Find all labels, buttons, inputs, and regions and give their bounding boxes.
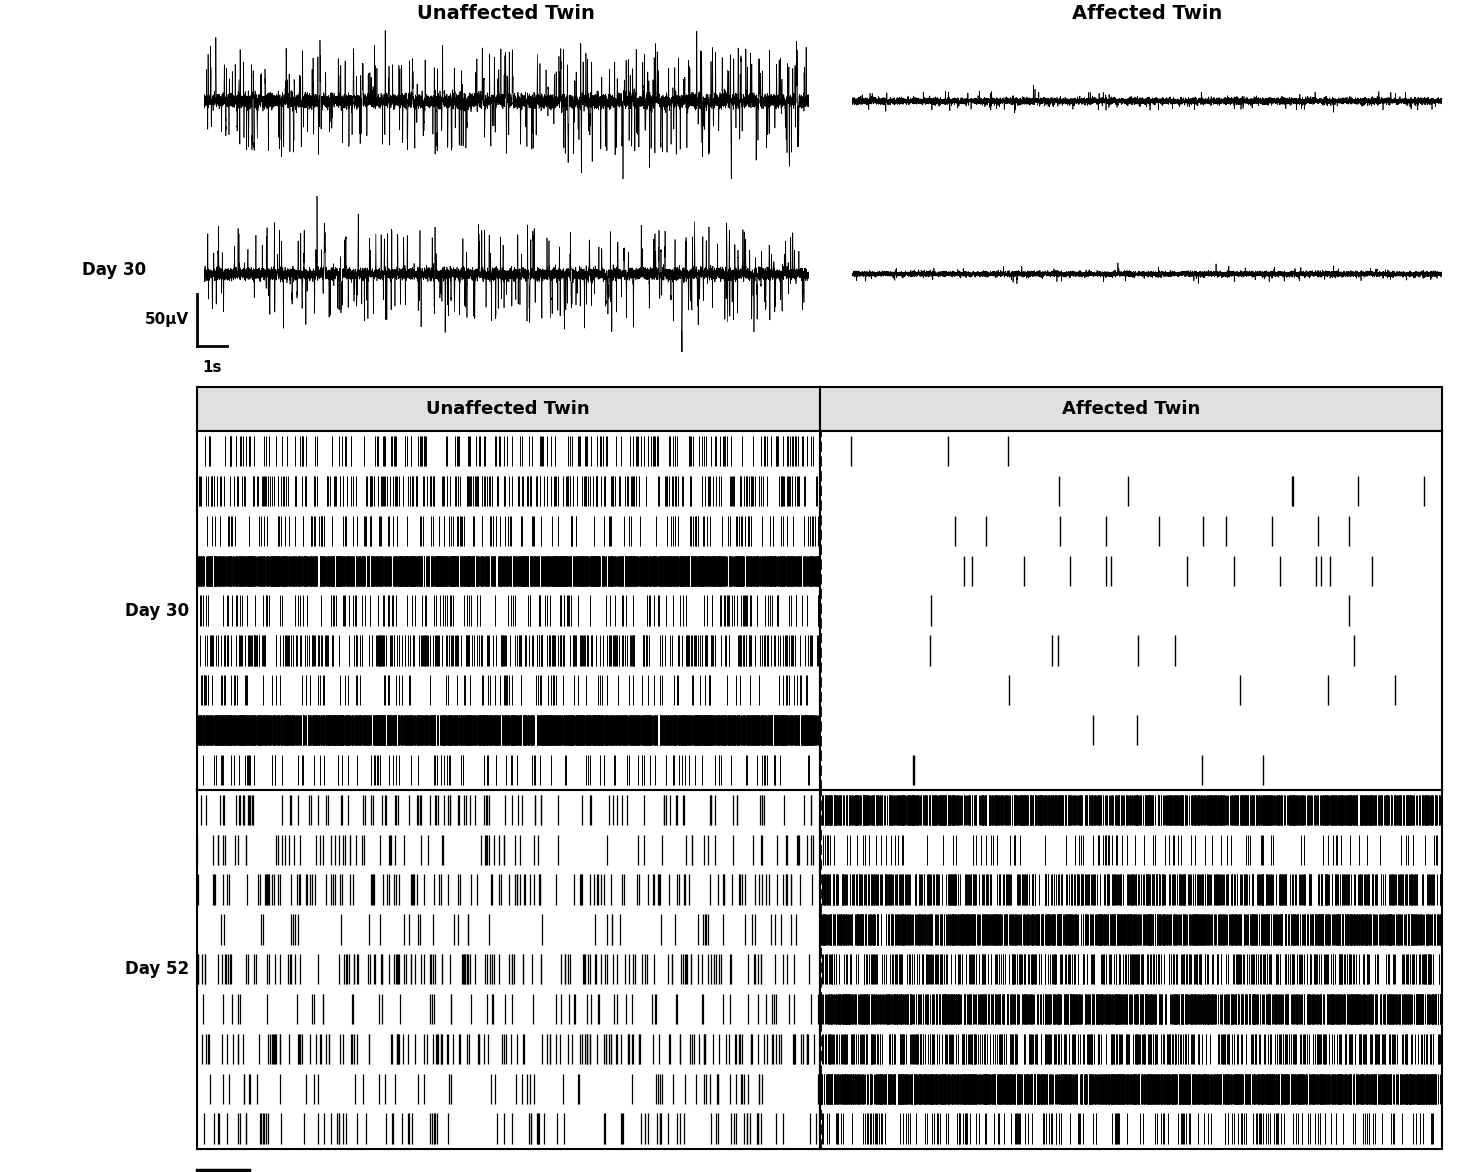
Text: Day 30: Day 30 [82,260,146,279]
Text: Day 52: Day 52 [125,960,189,979]
Text: Unaffected Twin: Unaffected Twin [427,400,590,418]
Text: Affected Twin: Affected Twin [1062,400,1201,418]
Text: Affected Twin: Affected Twin [1072,5,1222,23]
Text: 50μV: 50μV [146,313,189,327]
Text: 1s: 1s [203,360,221,375]
Text: Day 30: Day 30 [125,601,189,620]
Text: Unaffected Twin: Unaffected Twin [417,5,596,23]
